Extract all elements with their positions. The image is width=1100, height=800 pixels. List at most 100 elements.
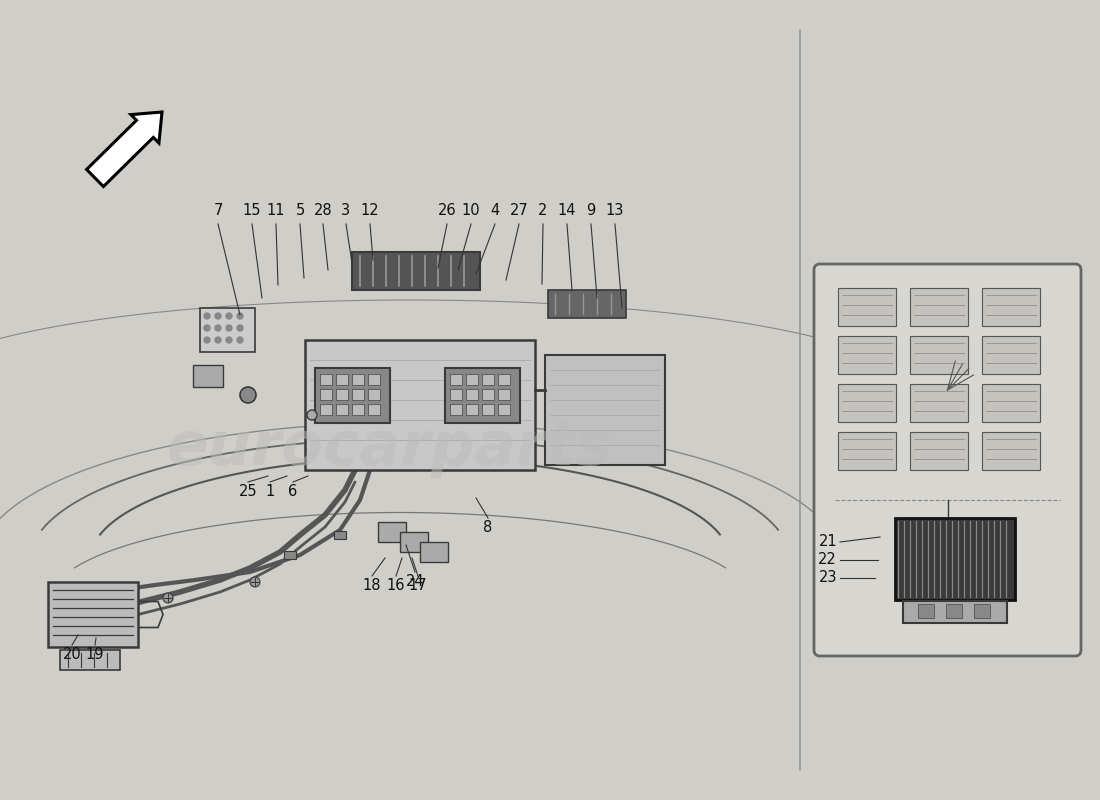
Circle shape — [236, 337, 243, 343]
Bar — [946, 604, 962, 618]
Text: 8: 8 — [483, 520, 493, 535]
Bar — [982, 432, 1040, 470]
Bar — [910, 432, 968, 470]
Bar — [482, 374, 494, 385]
Bar — [544, 355, 666, 465]
Circle shape — [307, 410, 317, 420]
Circle shape — [214, 313, 221, 319]
Text: 28: 28 — [314, 203, 332, 218]
Bar — [450, 404, 462, 415]
Bar — [400, 532, 428, 552]
Bar — [838, 384, 896, 422]
Text: 5: 5 — [296, 203, 305, 218]
Circle shape — [214, 325, 221, 331]
Text: 2: 2 — [538, 203, 548, 218]
Circle shape — [163, 593, 173, 603]
Text: 17: 17 — [409, 578, 427, 593]
Bar — [910, 288, 968, 326]
Bar — [352, 404, 364, 415]
Bar — [895, 518, 1015, 600]
Bar — [918, 604, 934, 618]
Text: eurocarparts: eurocarparts — [167, 418, 613, 478]
Bar — [910, 336, 968, 374]
Bar — [192, 365, 223, 387]
Bar — [446, 368, 520, 423]
Circle shape — [204, 313, 210, 319]
Bar — [368, 389, 379, 400]
Bar — [903, 601, 1006, 623]
Polygon shape — [87, 112, 162, 186]
Circle shape — [236, 325, 243, 331]
Bar — [48, 582, 138, 647]
Circle shape — [240, 387, 256, 403]
Bar — [368, 404, 379, 415]
Bar — [982, 336, 1040, 374]
Text: 18: 18 — [363, 578, 382, 593]
Bar — [320, 374, 332, 385]
Text: 20: 20 — [63, 647, 81, 662]
Bar — [305, 340, 535, 470]
Bar — [548, 290, 626, 318]
Text: 24: 24 — [406, 574, 425, 589]
Circle shape — [226, 325, 232, 331]
Bar — [838, 432, 896, 470]
Text: 25: 25 — [239, 484, 257, 499]
Text: 1: 1 — [265, 484, 275, 499]
Bar — [974, 604, 990, 618]
Bar — [336, 374, 348, 385]
Text: 14: 14 — [558, 203, 576, 218]
Bar — [336, 404, 348, 415]
Bar — [450, 374, 462, 385]
Text: 10: 10 — [462, 203, 481, 218]
Circle shape — [214, 337, 221, 343]
Bar — [466, 374, 478, 385]
Text: 15: 15 — [243, 203, 262, 218]
Circle shape — [204, 325, 210, 331]
FancyBboxPatch shape — [814, 264, 1081, 656]
Bar — [450, 389, 462, 400]
Text: 23: 23 — [818, 570, 837, 586]
Circle shape — [250, 577, 260, 587]
Text: 11: 11 — [266, 203, 285, 218]
Text: 19: 19 — [86, 647, 104, 662]
Bar — [982, 288, 1040, 326]
Circle shape — [236, 313, 243, 319]
Bar — [466, 389, 478, 400]
Bar — [982, 384, 1040, 422]
Circle shape — [226, 313, 232, 319]
Bar — [284, 551, 296, 559]
Text: 26: 26 — [438, 203, 456, 218]
Bar — [910, 384, 968, 422]
Text: 27: 27 — [509, 203, 528, 218]
Bar — [352, 252, 480, 290]
Bar — [420, 542, 448, 562]
Text: 3: 3 — [341, 203, 351, 218]
Bar — [378, 522, 406, 542]
Bar — [482, 389, 494, 400]
Bar — [320, 404, 332, 415]
Bar — [336, 389, 348, 400]
Bar — [352, 389, 364, 400]
Bar — [498, 389, 510, 400]
Bar — [320, 389, 332, 400]
Text: 4: 4 — [491, 203, 499, 218]
Circle shape — [204, 337, 210, 343]
Text: 22: 22 — [818, 553, 837, 567]
Bar — [482, 404, 494, 415]
Bar — [315, 368, 390, 423]
Bar — [60, 650, 120, 670]
Bar — [466, 404, 478, 415]
Text: 9: 9 — [586, 203, 595, 218]
Bar — [368, 374, 379, 385]
Text: 12: 12 — [361, 203, 379, 218]
Bar — [498, 374, 510, 385]
Text: 6: 6 — [288, 484, 298, 499]
Bar — [334, 531, 346, 539]
Text: 13: 13 — [606, 203, 624, 218]
Bar — [838, 288, 896, 326]
Text: 7: 7 — [213, 203, 222, 218]
Text: 21: 21 — [818, 534, 837, 550]
Bar — [498, 404, 510, 415]
Bar — [352, 374, 364, 385]
Circle shape — [226, 337, 232, 343]
